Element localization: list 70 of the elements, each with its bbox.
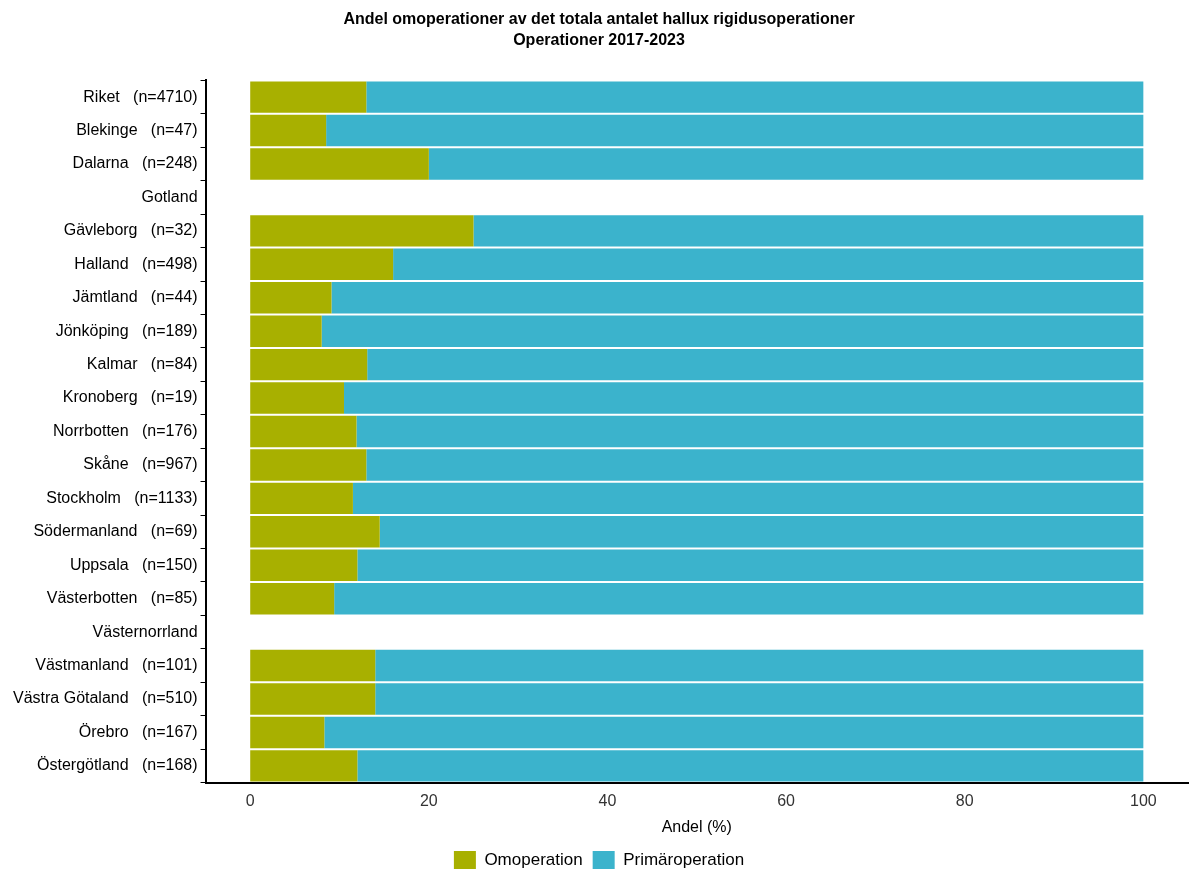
x-tick-label: 80	[955, 791, 974, 809]
x-tick-label: 40	[598, 791, 617, 809]
bar	[326, 114, 1144, 147]
bar	[250, 382, 344, 414]
y-tick-label: Gävleborg (n=32)	[63, 221, 198, 239]
legend-label: Primäroperation	[623, 849, 745, 869]
bar	[250, 449, 367, 481]
bar	[393, 248, 1144, 281]
x-axis-title: Andel (%)	[661, 817, 732, 835]
y-tick-label: Örebro (n=167)	[78, 722, 198, 740]
y-tick-label: Västernorrland	[92, 622, 198, 640]
bar	[357, 549, 1144, 581]
bar	[250, 81, 367, 113]
bar	[250, 215, 474, 247]
bar	[250, 282, 332, 314]
bar	[250, 482, 353, 515]
y-tick-label: Stockholm (n=1133)	[46, 488, 198, 506]
y-tick-label: Dalarna (n=248)	[72, 154, 198, 172]
y-tick-label: Västra Götaland (n=510)	[12, 689, 198, 707]
bar	[334, 582, 1144, 615]
bar	[343, 382, 1144, 414]
bar	[321, 315, 1144, 347]
bar	[356, 415, 1144, 448]
x-tick-label: 20	[419, 791, 438, 809]
bar	[428, 148, 1144, 180]
y-tick-label: Södermanland (n=69)	[33, 522, 198, 540]
y-tick-label: Jämtland (n=44)	[72, 288, 198, 306]
x-tick-label: 100	[1129, 791, 1157, 809]
bar	[250, 248, 394, 281]
y-tick-label: Västerbotten (n=85)	[46, 589, 198, 607]
bar	[366, 449, 1144, 481]
bar	[250, 148, 429, 180]
chart-subtitle: Operationer 2017-2023	[513, 31, 685, 49]
bar	[250, 683, 376, 715]
legend-label: Omoperation	[484, 849, 583, 869]
chart-title: Andel omoperationer av det totala antalet hallux rigidusoperationer	[343, 10, 855, 28]
y-tick-label: Halland (n=498)	[74, 254, 198, 272]
x-tick-label: 60	[777, 791, 796, 809]
bar	[331, 282, 1144, 314]
y-tick-label: Norrbotten (n=176)	[53, 421, 198, 439]
bar	[250, 516, 380, 548]
bar	[375, 649, 1144, 682]
bar	[367, 348, 1144, 381]
y-tick-label: Blekinge (n=47)	[76, 120, 198, 138]
y-tick-label: Riket (n=4710)	[83, 87, 198, 105]
bar	[324, 716, 1144, 749]
bar	[250, 415, 357, 448]
y-tick-label: Kalmar (n=84)	[86, 355, 198, 373]
y-tick-label: Västmanland (n=101)	[35, 655, 198, 673]
bar	[473, 215, 1144, 247]
y-tick-label: Kronoberg (n=19)	[62, 388, 198, 406]
bar	[379, 516, 1144, 548]
y-tick-label: Skåne (n=967)	[83, 455, 198, 473]
bar	[357, 750, 1144, 782]
bar	[250, 582, 335, 615]
y-tick-label: Jönköping (n=189)	[55, 321, 198, 339]
y-tick-label: Gotland	[141, 187, 198, 205]
bar	[250, 716, 325, 749]
bar	[250, 750, 358, 782]
y-tick-label: Östergötland (n=168)	[37, 756, 198, 774]
bar	[352, 482, 1144, 515]
x-tick-label: 0	[245, 791, 255, 809]
bar	[250, 114, 327, 147]
bar	[366, 81, 1144, 113]
bar	[250, 649, 376, 682]
bar	[250, 315, 322, 347]
bar	[250, 549, 358, 581]
bar	[250, 348, 368, 381]
bar	[375, 683, 1144, 715]
y-tick-label: Uppsala (n=150)	[69, 555, 198, 573]
